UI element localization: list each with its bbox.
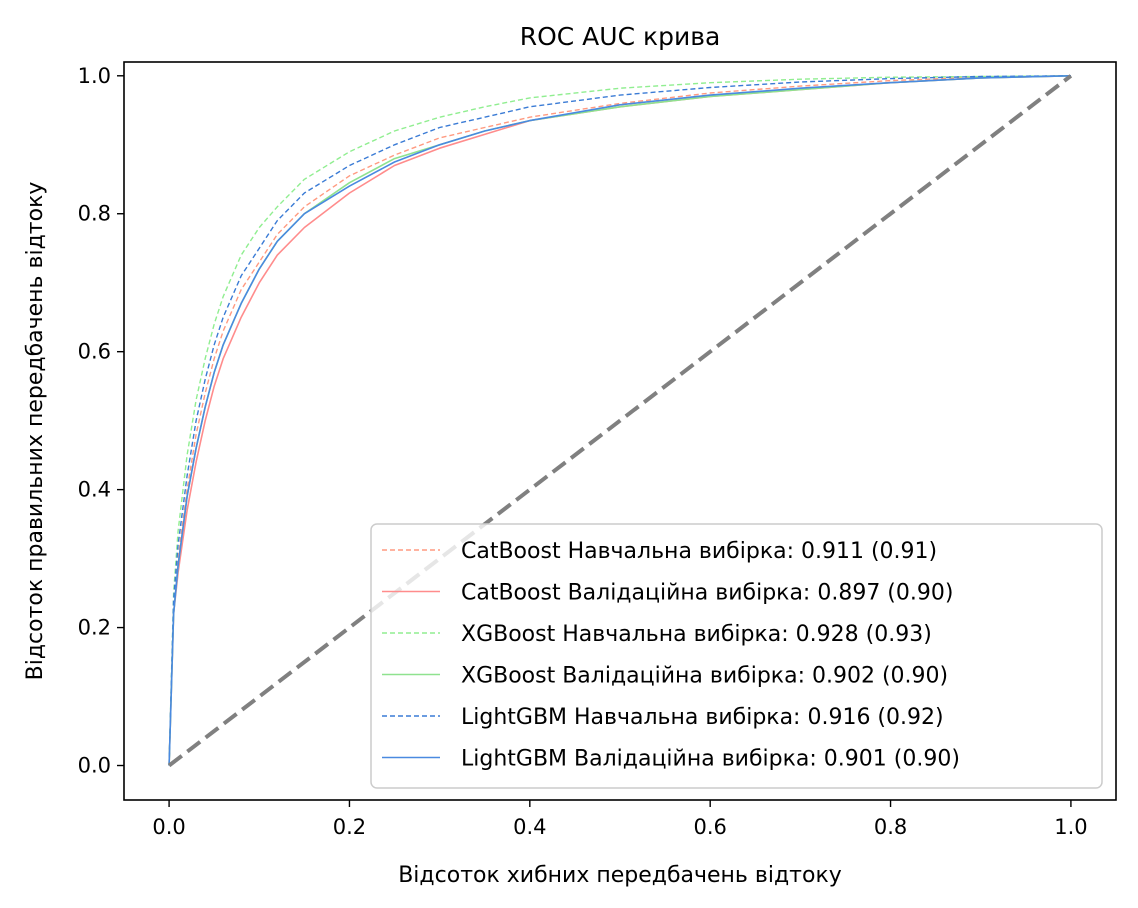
legend-entries: CatBoost Навчальна вибірка: 0.911 (0.91)… (382, 539, 960, 772)
series-line-2 (168, 75, 1071, 766)
legend-frame (370, 523, 1103, 789)
series-line-4 (168, 75, 1071, 766)
series-layer (168, 75, 1071, 766)
y-tick-label: 1.0 (78, 64, 111, 88)
x-tick-label: 0.2 (333, 815, 366, 839)
x-axis-label: Відсоток хибних передбачень відтоку (398, 863, 842, 888)
x-tick-label: 0.6 (693, 815, 726, 839)
y-tick-label: 0.6 (78, 340, 111, 364)
legend-label-5: LightGBM Валідаційна вибірка: 0.901 (0.9… (461, 747, 960, 772)
x-axis: 0.0 0.2 0.4 0.6 0.8 1.0 (152, 800, 1088, 839)
legend-label-1: CatBoost Валідаційна вибірка: 0.897 (0.9… (461, 581, 953, 606)
x-tick-label: 1.0 (1054, 815, 1087, 839)
y-axis-label: Відсоток правильних передбачень відтоку (23, 182, 48, 681)
legend: CatBoost Навчальна вибірка: 0.911 (0.91)… (370, 523, 1103, 789)
x-tick-label: 0.4 (513, 815, 546, 839)
series-line-5 (168, 75, 1071, 766)
y-tick-label: 0.2 (78, 616, 111, 640)
legend-label-3: XGBoost Валідаційна вибірка: 0.902 (0.90… (461, 664, 948, 689)
series-line-0 (168, 75, 1071, 766)
y-tick-label: 0.0 (78, 754, 111, 778)
legend-label-4: LightGBM Навчальна вибірка: 0.916 (0.92) (461, 705, 944, 730)
y-tick-label: 0.8 (78, 202, 111, 226)
chart-title: ROC AUC крива (520, 22, 721, 51)
x-tick-label: 0.8 (874, 815, 907, 839)
y-tick-label: 0.4 (78, 478, 111, 502)
legend-label-2: XGBoost Навчальна вибірка: 0.928 (0.93) (461, 622, 932, 647)
diagonal-layer (167, 74, 1073, 768)
legend-label-0: CatBoost Навчальна вибірка: 0.911 (0.91) (461, 539, 937, 564)
x-tick-label: 0.0 (152, 815, 185, 839)
y-axis: 0.0 0.2 0.4 0.6 0.8 1.0 (78, 64, 124, 778)
diagonal-line (167, 74, 1073, 768)
